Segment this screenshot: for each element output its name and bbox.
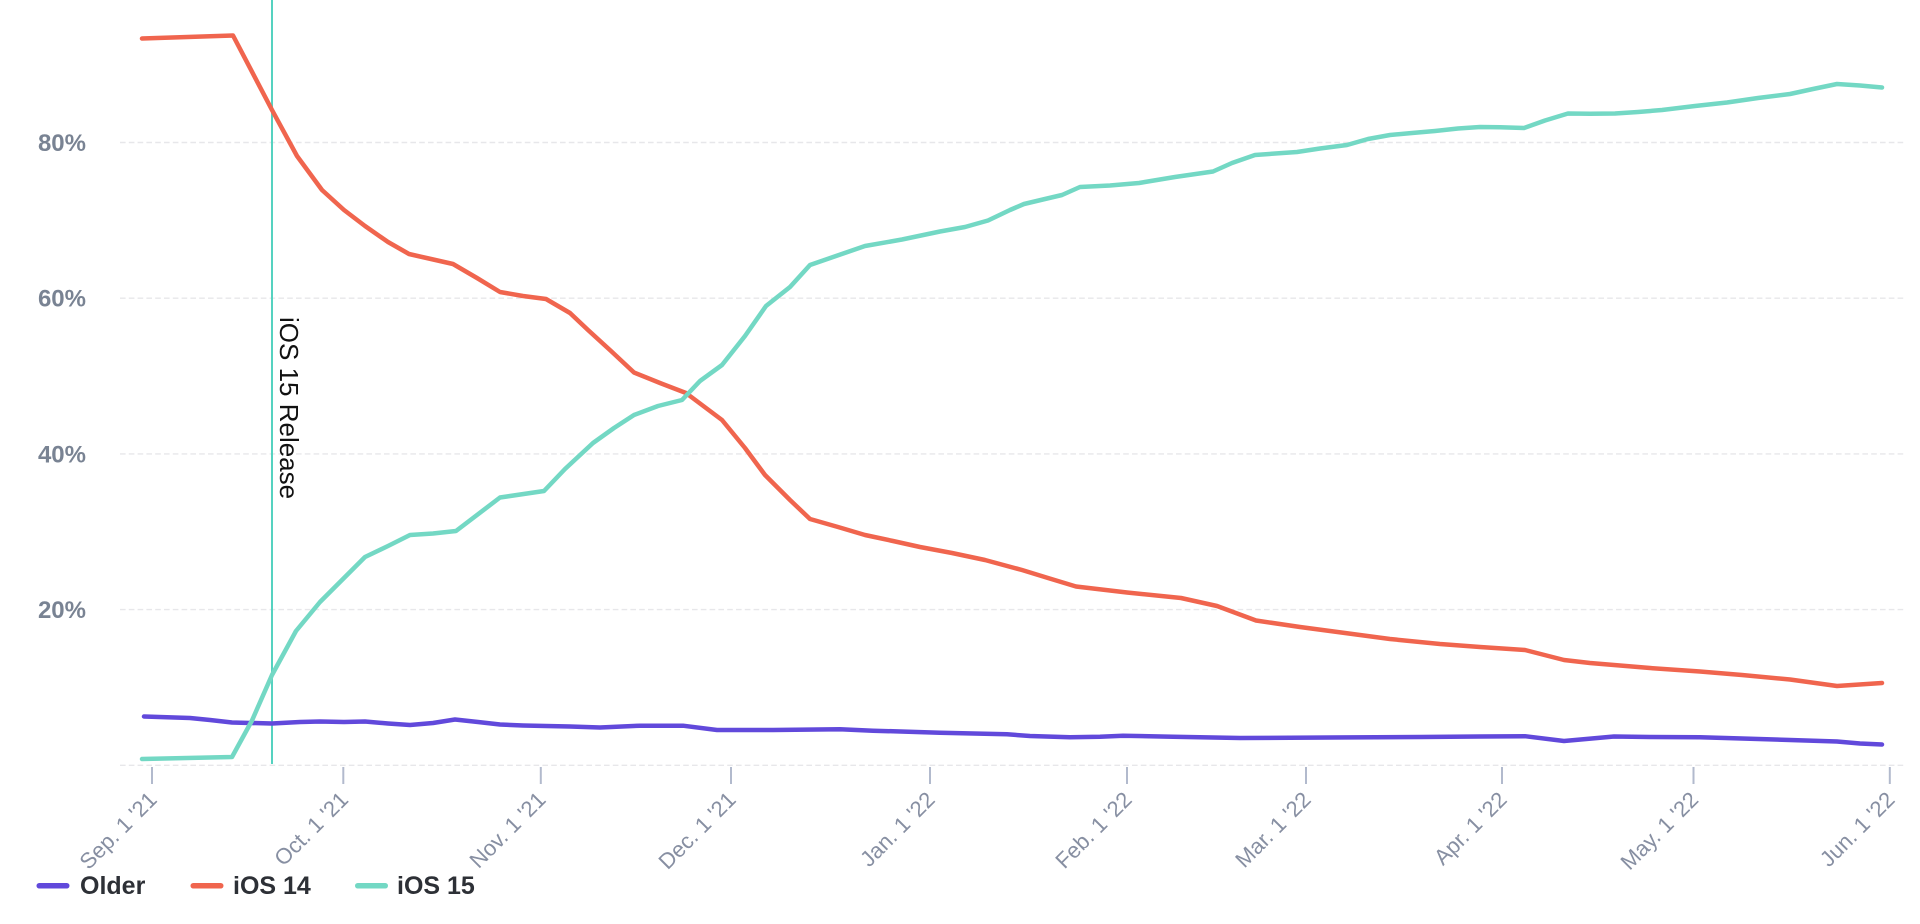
svg-text:Sep. 1 '21: Sep. 1 '21 [74, 787, 161, 874]
svg-text:60%: 60% [38, 286, 86, 313]
svg-text:iOS 14: iOS 14 [233, 872, 311, 900]
svg-text:Oct. 1 '21: Oct. 1 '21 [269, 787, 353, 871]
svg-text:Older: Older [80, 872, 146, 900]
svg-text:iOS 15 Release: iOS 15 Release [274, 317, 304, 499]
svg-text:Feb. 1 '22: Feb. 1 '22 [1050, 787, 1136, 873]
svg-text:20%: 20% [38, 597, 86, 624]
svg-text:80%: 80% [38, 130, 86, 157]
svg-text:Jun. 1 '22: Jun. 1 '22 [1815, 787, 1900, 872]
svg-text:Mar. 1 '22: Mar. 1 '22 [1230, 787, 1316, 873]
svg-text:Dec. 1 '21: Dec. 1 '21 [653, 787, 740, 874]
svg-text:Jan. 1 '22: Jan. 1 '22 [855, 787, 940, 872]
svg-text:Apr. 1 '22: Apr. 1 '22 [1429, 787, 1512, 870]
svg-text:Nov. 1 '21: Nov. 1 '21 [464, 787, 550, 873]
svg-text:May. 1 '22: May. 1 '22 [1615, 787, 1703, 875]
svg-text:40%: 40% [38, 441, 86, 468]
svg-text:iOS 15: iOS 15 [397, 872, 475, 900]
